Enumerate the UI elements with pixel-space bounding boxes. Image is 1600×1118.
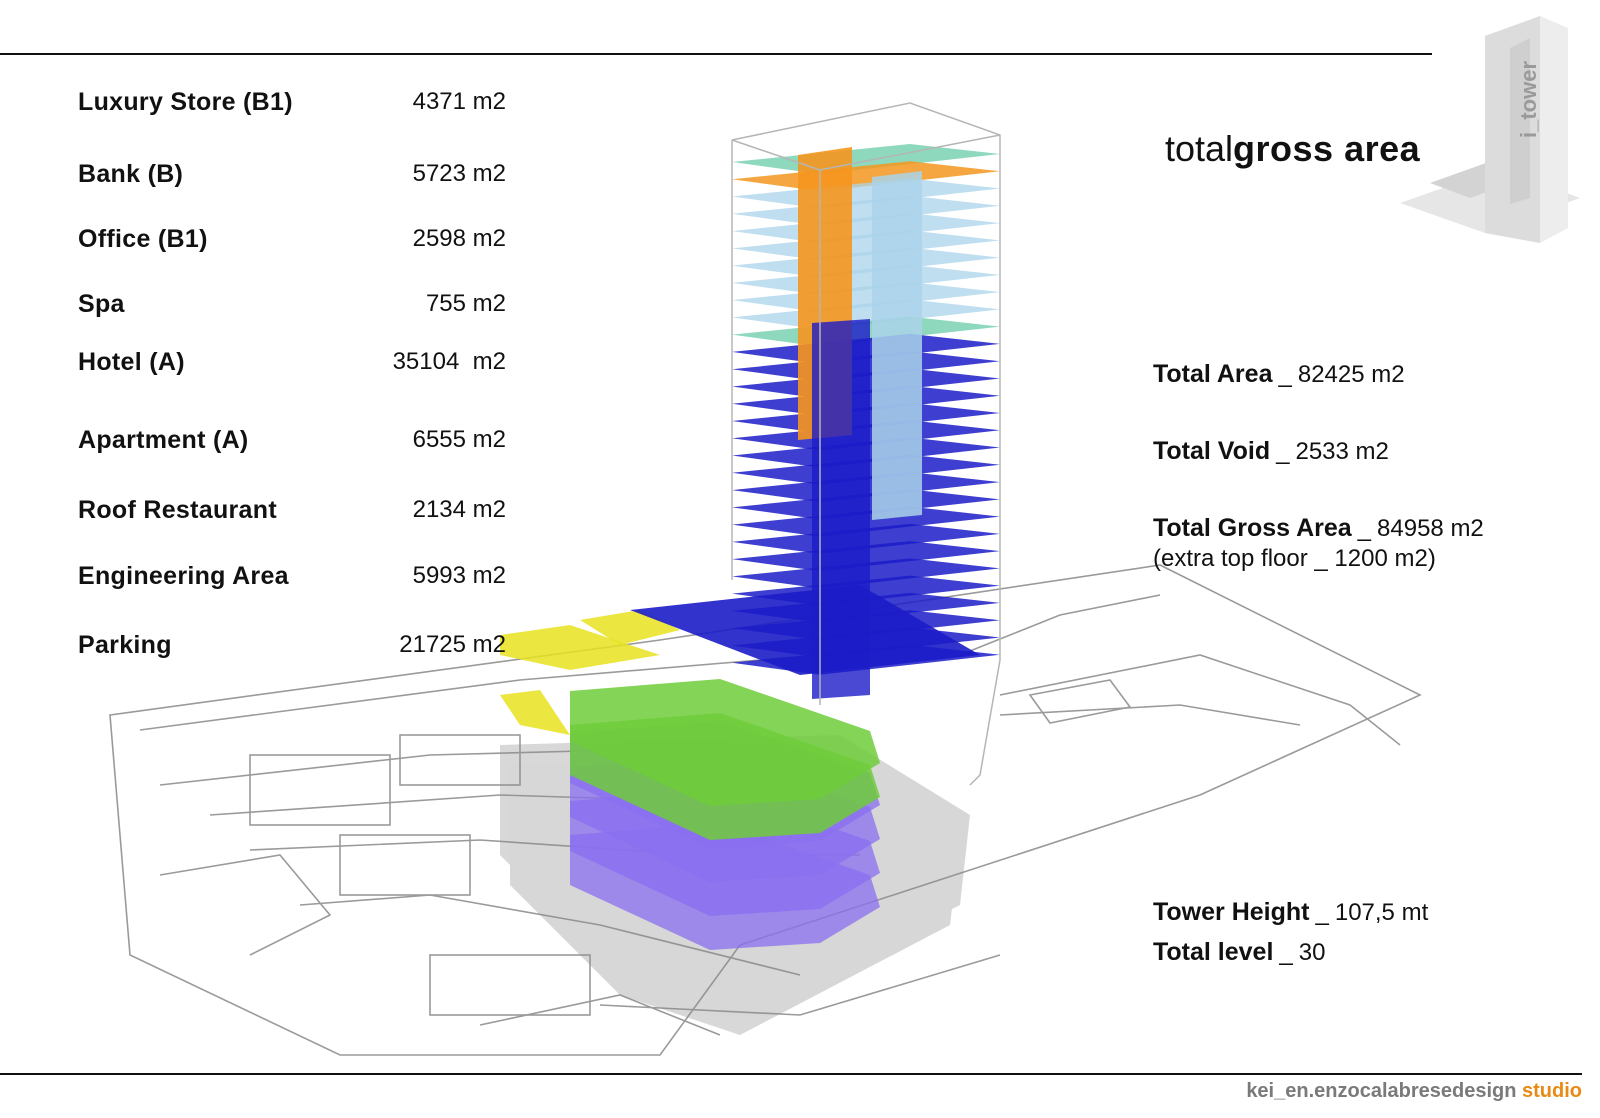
total-level-label: Total level bbox=[1153, 938, 1274, 966]
gross-area-note: (extra top floor _ 1200 m2) bbox=[1153, 545, 1436, 572]
tower-glass-frame bbox=[731, 102, 1001, 786]
tower-height-value: 107,5 mt bbox=[1334, 899, 1429, 926]
studio-credit-main: kei_en.enzocalabresedesign bbox=[1246, 1080, 1522, 1102]
tower-massing-diagram bbox=[109, 102, 1422, 1056]
tower-height-label: Tower Height bbox=[1153, 898, 1310, 926]
program-area: 35104 m2 bbox=[392, 348, 506, 375]
separator: _ bbox=[1357, 515, 1372, 542]
apartment-core bbox=[872, 171, 922, 520]
total-area-stat: Total Area _ 82425 m2 bbox=[1153, 360, 1405, 389]
program-area: 5723 m2 bbox=[412, 160, 506, 187]
program-area: 6555 m2 bbox=[412, 426, 506, 453]
program-row-hotel: Hotel (A) 35104 m2 bbox=[78, 348, 518, 388]
tower-floor-slabs bbox=[732, 144, 1000, 699]
total-area-value: 82425 m2 bbox=[1297, 361, 1405, 388]
total-gross-area-value: 84958 m2 bbox=[1377, 515, 1484, 542]
total-void-value: 2533 m2 bbox=[1295, 438, 1389, 465]
program-name: Bank (B) bbox=[78, 160, 184, 188]
program-name: Luxury Store (B1) bbox=[78, 88, 293, 116]
program-area: 4371 m2 bbox=[412, 88, 506, 115]
logo-text: i_tower bbox=[1516, 61, 1541, 138]
program-area: 2134 m2 bbox=[412, 496, 506, 523]
studio-credit-accent: studio bbox=[1522, 1080, 1582, 1102]
total-area-label: Total Area bbox=[1153, 360, 1273, 388]
program-area: 5993 m2 bbox=[412, 562, 506, 589]
podium-massing bbox=[500, 585, 980, 950]
separator: _ bbox=[1279, 939, 1293, 966]
total-gross-area-label: Total Gross Area bbox=[1153, 514, 1352, 542]
program-row-parking: Parking 21725 m2 bbox=[78, 631, 518, 671]
program-area-list: Luxury Store (B1) 4371 m2 Bank (B) 5723 … bbox=[78, 88, 518, 688]
total-gross-area-stat: Total Gross Area _ 84958 m2 bbox=[1153, 514, 1484, 543]
separator: _ bbox=[1276, 438, 1290, 465]
program-name: Spa bbox=[78, 290, 125, 318]
program-name: Parking bbox=[78, 631, 172, 659]
program-row-apartment: Apartment (A) 6555 m2 bbox=[78, 426, 518, 466]
program-name: Roof Restaurant bbox=[78, 496, 277, 524]
total-level-value: 30 bbox=[1298, 939, 1326, 966]
program-row-luxury-store: Luxury Store (B1) 4371 m2 bbox=[78, 88, 518, 128]
page-title-light: total bbox=[1165, 128, 1234, 169]
program-name: Apartment (A) bbox=[78, 426, 249, 454]
program-name: Hotel (A) bbox=[78, 348, 185, 376]
program-name: Engineering Area bbox=[78, 562, 289, 590]
program-area: 21725 m2 bbox=[399, 631, 506, 658]
total-void-stat: Total Void _ 2533 m2 bbox=[1153, 437, 1389, 466]
program-row-spa: Spa 755 m2 bbox=[78, 290, 518, 330]
page-title-bold: gross area bbox=[1233, 128, 1421, 169]
office-level bbox=[570, 679, 880, 806]
total-level-stat: Total level _ 30 bbox=[1153, 938, 1325, 967]
tower-height-stat: Tower Height _ 107,5 mt bbox=[1153, 898, 1428, 927]
studio-credit: kei_en.enzocalabresedesign studio bbox=[1246, 1080, 1582, 1103]
program-row-roof-restaurant: Roof Restaurant 2134 m2 bbox=[78, 496, 518, 536]
page-title: totalgross area bbox=[1165, 128, 1420, 170]
i-tower-logo: i_tower bbox=[1400, 16, 1580, 243]
program-row-engineering-area: Engineering Area 5993 m2 bbox=[78, 562, 518, 602]
hotel-core bbox=[812, 319, 870, 699]
program-row-bank: Bank (B) 5723 m2 bbox=[78, 160, 518, 200]
program-row-office: Office (B1) 2598 m2 bbox=[78, 225, 518, 265]
separator: _ bbox=[1315, 899, 1329, 926]
program-area: 755 m2 bbox=[425, 290, 506, 317]
program-area: 2598 m2 bbox=[412, 225, 506, 252]
luxury-store-level bbox=[500, 625, 660, 670]
separator: _ bbox=[1278, 361, 1292, 388]
top-rule bbox=[0, 53, 1432, 55]
total-void-label: Total Void bbox=[1153, 437, 1271, 465]
bottom-rule bbox=[0, 1073, 1582, 1075]
luxury-store-level bbox=[500, 690, 570, 735]
program-name: Office (B1) bbox=[78, 225, 208, 253]
